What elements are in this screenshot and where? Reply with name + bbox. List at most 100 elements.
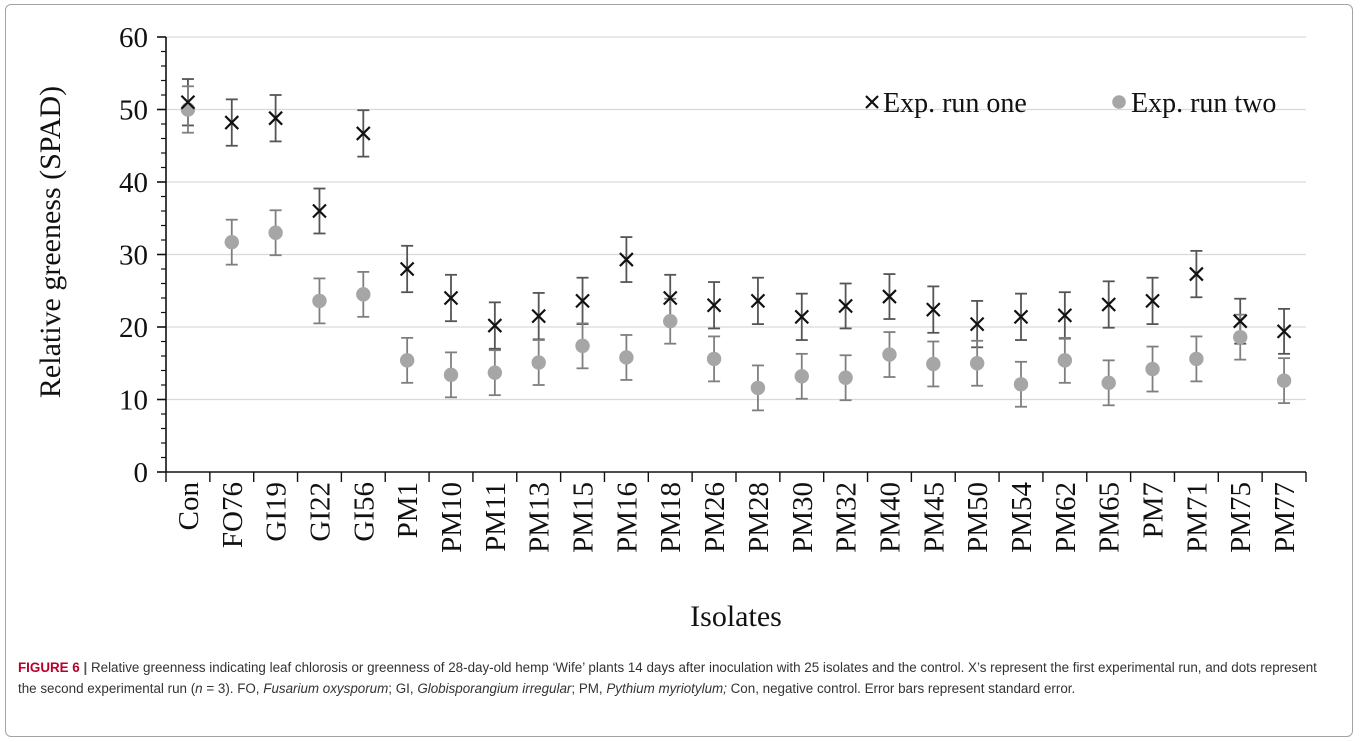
point-run-one — [312, 203, 327, 219]
x-tick-label: PM11 — [480, 482, 512, 552]
point-run-two — [1145, 361, 1160, 377]
point-run-one — [443, 290, 459, 306]
legend: Exp. run one Exp. run two — [865, 88, 1276, 119]
y-axis-label: Relative greeness (SPAD) — [34, 86, 67, 398]
point-run-one — [926, 302, 941, 317]
gridlines — [166, 36, 1306, 401]
x-tick-label: PM26 — [699, 482, 731, 553]
point-run-two — [926, 356, 941, 372]
point-run-two — [1276, 373, 1292, 388]
point-run-one — [1057, 308, 1073, 323]
point-run-one — [1013, 309, 1029, 325]
point-run-two — [399, 353, 415, 368]
point-run-two — [487, 365, 503, 380]
point-run-one — [1101, 297, 1116, 312]
caption-segment: Con, negative control. Error bars repres… — [726, 681, 1076, 696]
x-tick-label: FO76 — [217, 482, 249, 548]
x-tick-label: GI56 — [348, 482, 380, 542]
x-tick-label: Con — [173, 482, 205, 531]
x-tick-label: GI22 — [304, 482, 336, 542]
figure-label: FIGURE 6 — [18, 660, 80, 675]
y-tick-label: 10 — [119, 385, 148, 417]
x-tick-label: PM18 — [655, 482, 687, 553]
point-run-two — [619, 350, 634, 365]
point-run-one — [399, 261, 415, 277]
point-run-one — [1276, 324, 1292, 339]
point-run-one — [268, 110, 283, 126]
y-tick-label: 50 — [119, 95, 148, 127]
point-run-one — [1189, 266, 1204, 282]
x-tick-label: GI19 — [261, 482, 293, 542]
point-run-two — [180, 102, 196, 117]
caption-segment: Globisporangium irregular — [417, 681, 572, 696]
point-run-two — [356, 287, 371, 302]
point-run-one — [487, 318, 503, 333]
point-run-two — [443, 367, 459, 383]
caption-segment: Pythium myriotylum; — [606, 681, 727, 696]
x-tick-label: PM13 — [524, 482, 556, 553]
x-tick-label: PM28 — [743, 482, 775, 553]
point-run-one — [575, 293, 590, 309]
y-tick-label: 40 — [119, 167, 148, 199]
x-tick-label: PM16 — [611, 482, 643, 553]
caption-segment: ; GI, — [388, 681, 418, 696]
point-run-one — [794, 309, 810, 325]
point-run-one — [180, 94, 196, 110]
point-run-two — [969, 356, 985, 371]
x-tick-label: PM10 — [436, 482, 468, 553]
legend-label-run-two: Exp. run two — [1131, 88, 1276, 119]
caption-segment: ; PM, — [571, 681, 607, 696]
legend-x-marker — [865, 95, 879, 109]
legend-item-run-two: Exp. run two — [1112, 88, 1276, 119]
y-tick-label: 20 — [119, 312, 148, 344]
caption-separator: | — [79, 660, 91, 675]
x-tick-label: PM50 — [962, 482, 994, 553]
point-run-two — [575, 338, 590, 354]
x-tick-label: PM45 — [918, 482, 950, 553]
y-tick-label: 30 — [119, 240, 148, 272]
point-run-two — [1189, 351, 1204, 367]
x-axis-label: Isolates — [690, 600, 782, 633]
point-run-one — [706, 297, 722, 313]
point-run-two — [1013, 377, 1029, 392]
point-run-two — [1101, 375, 1116, 391]
point-run-one — [838, 298, 853, 314]
point-run-two — [531, 355, 546, 370]
point-run-one — [619, 252, 634, 267]
point-run-two — [794, 369, 809, 384]
caption-segment: Relative greenness indicating leaf chlor… — [18, 660, 1317, 696]
x-tick-label: PM32 — [831, 482, 863, 553]
caption-segment: n — [195, 681, 203, 696]
caption-segment: Fusarium oxysporum — [263, 681, 389, 696]
point-run-one — [882, 289, 897, 304]
point-run-one — [969, 316, 985, 332]
x-tick-label: PM30 — [787, 482, 819, 553]
y-tick-label: 60 — [119, 22, 148, 54]
point-run-two — [882, 347, 897, 362]
legend-circle-marker — [1112, 95, 1126, 109]
legend-item-run-one: Exp. run one — [865, 88, 1027, 119]
point-run-two — [268, 225, 283, 240]
x-tick-label: PM1 — [392, 482, 424, 538]
caption-text: Relative greenness indicating leaf chlor… — [18, 660, 1317, 696]
x-tick-label: PM77 — [1269, 482, 1301, 553]
point-run-two — [838, 370, 853, 385]
point-run-two — [1233, 329, 1248, 345]
x-tick-label: PM62 — [1050, 482, 1082, 553]
error-bars — [181, 78, 1291, 412]
point-run-two — [1057, 353, 1073, 368]
point-run-one — [750, 293, 766, 309]
data-points — [180, 94, 1292, 396]
axis-labels: 0 10 20 30 40 50 60 Con FO76 GI19 GI22 GI56 PM1 PM10 P… — [119, 22, 1301, 553]
point-run-two — [750, 380, 766, 396]
point-run-one — [1145, 293, 1160, 309]
point-run-one — [662, 290, 678, 306]
x-tick-label: PM40 — [874, 482, 906, 553]
x-tick-label: PM54 — [1006, 482, 1038, 553]
point-run-one — [356, 126, 371, 141]
point-run-one — [1232, 313, 1248, 329]
x-tick-label: PM71 — [1181, 482, 1213, 553]
point-run-two — [663, 314, 678, 329]
y-tick-label: 0 — [134, 457, 149, 489]
